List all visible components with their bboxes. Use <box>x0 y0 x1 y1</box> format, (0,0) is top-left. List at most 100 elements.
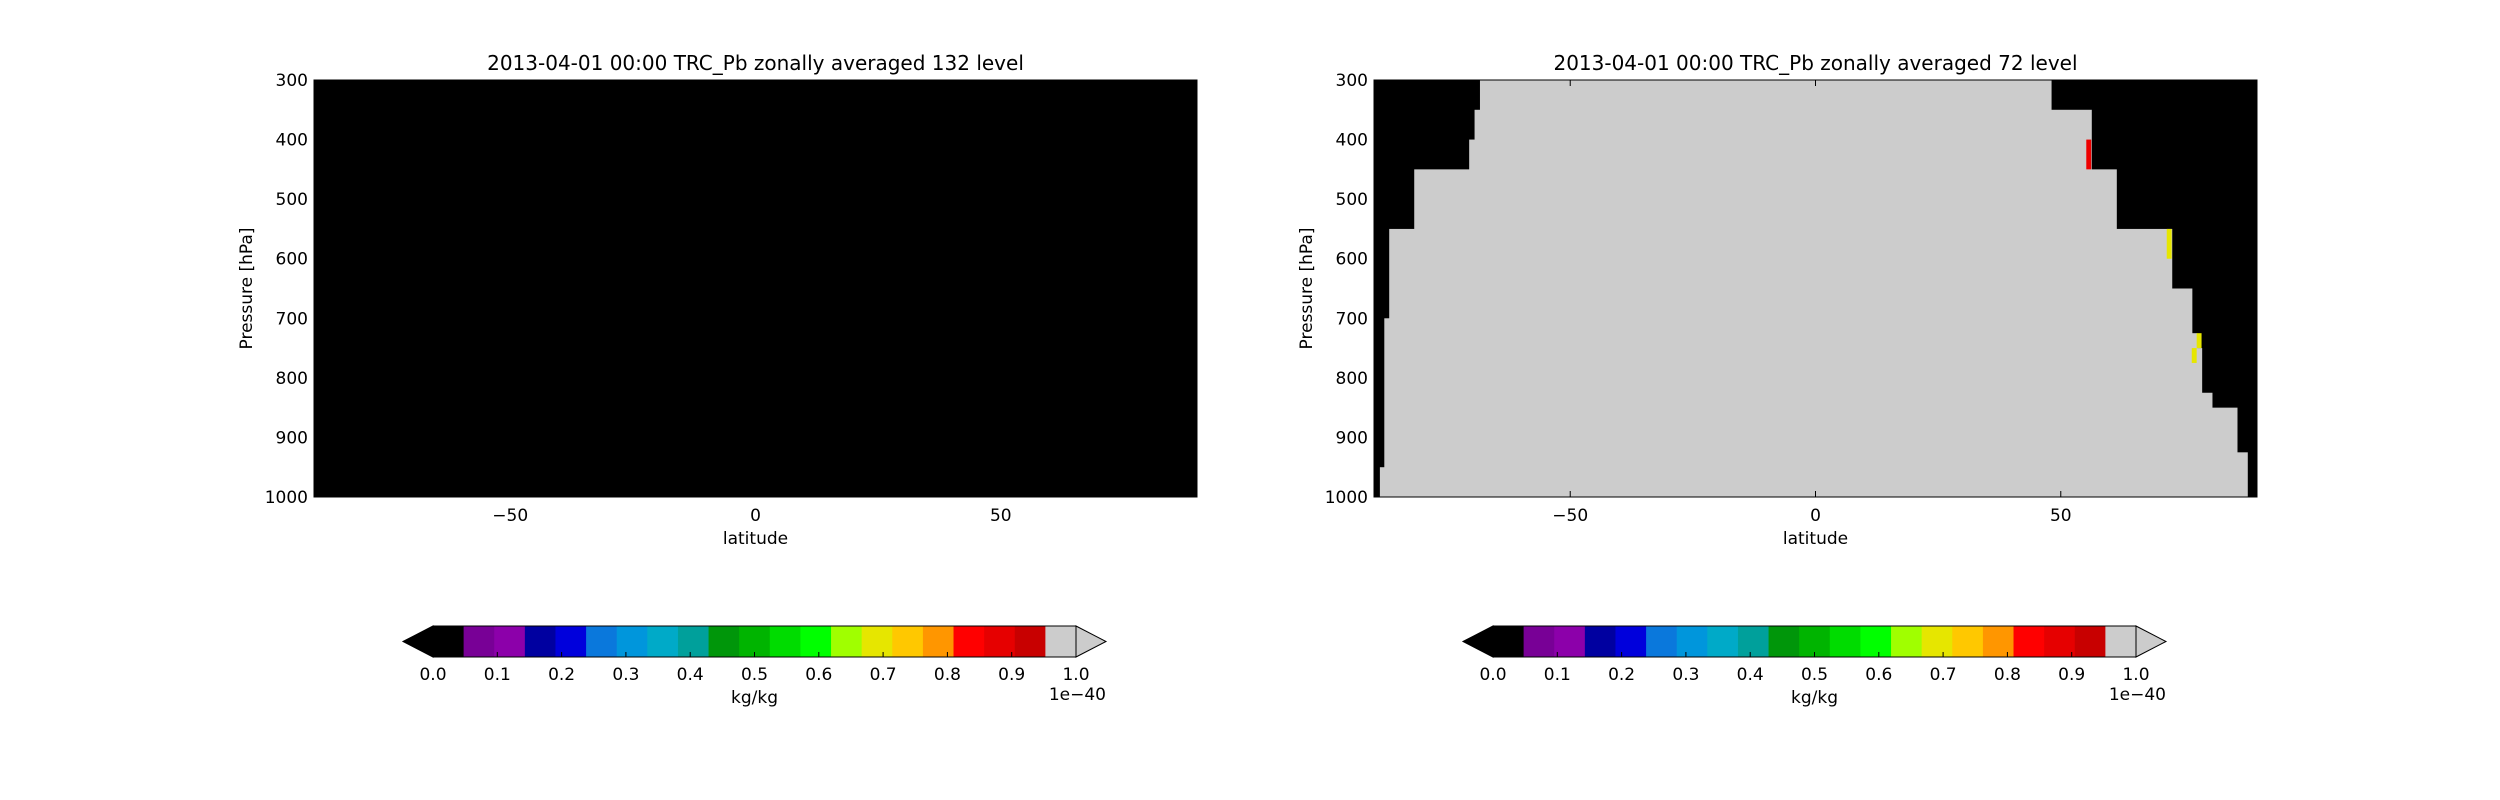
colorbar-tick-label-4: 0.4 <box>677 665 704 685</box>
colorbar-tick-label-6: 0.6 <box>1865 665 1892 685</box>
colorbar-segment-7 <box>647 626 679 657</box>
colorbar-segment-2 <box>494 626 526 657</box>
colorbar-segment-7 <box>1707 626 1739 657</box>
colorbar-segment-18 <box>2044 626 2076 657</box>
y-tick-label-4: 700 <box>1336 309 1368 329</box>
data-column-10 <box>2171 288 2193 497</box>
y-tick-label-5: 800 <box>1336 369 1368 389</box>
y-tick-label-2: 500 <box>276 190 308 210</box>
colorbar-segment-11 <box>769 626 801 657</box>
y-tick-label-7: 1000 <box>1325 488 1368 508</box>
data-column-1 <box>1384 318 1390 497</box>
y-tick-label-2: 500 <box>1336 190 1368 210</box>
colorbar-segment-14 <box>1921 626 1953 657</box>
colorbar-label: kg/kg <box>1791 688 1838 708</box>
colorbar-segment-1 <box>463 626 495 657</box>
colorbar-segment-17 <box>953 626 985 657</box>
colorbar-segment-3 <box>524 626 556 657</box>
colorbar-tick-label-3: 0.3 <box>612 665 639 685</box>
colorbar-segment-4 <box>1615 626 1647 657</box>
y-tick-label-6: 900 <box>276 428 308 448</box>
colorbar-segment-9 <box>708 626 740 657</box>
chart-title: 2013-04-01 00:00 TRC_Pb zonally averaged… <box>487 51 1024 75</box>
colorbar-tick-label-0: 0.0 <box>1479 665 1506 685</box>
data-column-11 <box>2191 333 2198 497</box>
colorbar-segment-19 <box>2074 626 2106 657</box>
colorbar-tick-label-10: 1.0 <box>2122 665 2149 685</box>
data-highlight-0 <box>2086 139 2092 170</box>
x-tick-label-0: −50 <box>492 506 528 526</box>
data-highlight-3 <box>2191 348 2197 363</box>
colorbar-segment-15 <box>1952 626 1984 657</box>
colorbar-tick-label-1: 0.1 <box>484 665 511 685</box>
y-tick-label-3: 600 <box>1336 250 1368 270</box>
y-tick-label-1: 400 <box>276 131 308 151</box>
colorbar-over-arrow <box>2135 625 2168 658</box>
data-column-2 <box>1389 228 1415 497</box>
colorbar-tick-label-3: 0.3 <box>1672 665 1699 685</box>
colorbar-segment-20 <box>2105 626 2137 657</box>
colorbar-segment-1 <box>1523 626 1555 657</box>
data-column-5 <box>1474 109 1481 498</box>
colorbar-multiplier: 1e−40 <box>1049 685 1106 705</box>
colorbar-tick-label-5: 0.5 <box>741 665 768 685</box>
data-column-9 <box>2116 228 2173 497</box>
colorbar-segment-8 <box>677 626 710 657</box>
y-tick-label-5: 800 <box>276 369 308 389</box>
data-column-3 <box>1414 169 1470 497</box>
colorbar-segment-14 <box>861 626 893 657</box>
colorbar-segment-2 <box>1554 626 1586 657</box>
data-column-6 <box>1479 80 2052 497</box>
colorbar-tick-label-7: 0.7 <box>870 665 897 685</box>
colorbar-tick-label-10: 1.0 <box>1062 665 1089 685</box>
colorbar-segment-6 <box>616 626 648 657</box>
colorbar-segment-10 <box>739 626 771 657</box>
colorbar-segment-4 <box>555 626 587 657</box>
colorbar-segment-9 <box>1768 626 1800 657</box>
colorbar-segment-12 <box>1860 626 1892 657</box>
plot-background <box>314 80 1197 497</box>
colorbar-tick-label-6: 0.6 <box>805 665 832 685</box>
x-tick-label-2: 50 <box>2050 506 2072 526</box>
colorbar-segment-13 <box>1891 626 1923 657</box>
colorbar-segment-8 <box>1737 626 1770 657</box>
chart-title: 2013-04-01 00:00 TRC_Pb zonally averaged… <box>1553 51 2077 75</box>
colorbar-tick-label-7: 0.7 <box>1930 665 1957 685</box>
colorbar-segment-3 <box>1584 626 1616 657</box>
colorbar-tick-label-1: 0.1 <box>1544 665 1571 685</box>
data-column-7 <box>2050 109 2092 498</box>
colorbar-segment-20 <box>1045 626 1077 657</box>
colorbar-segment-16 <box>922 626 955 657</box>
colorbar-segment-11 <box>1829 626 1861 657</box>
x-tick-label-1: 0 <box>750 506 761 526</box>
y-tick-label-6: 900 <box>1336 428 1368 448</box>
right-chart-panel: 2013-04-01 00:00 TRC_Pb zonally averaged… <box>1297 51 2258 708</box>
data-column-15 <box>2236 452 2248 497</box>
data-column-12 <box>2196 348 2203 497</box>
colorbar-tick-label-2: 0.2 <box>1608 665 1635 685</box>
colorbar-segment-10 <box>1799 626 1831 657</box>
y-tick-label-1: 400 <box>1336 131 1368 151</box>
x-tick-label-1: 0 <box>1810 506 1821 526</box>
y-axis-label: Pressure [hPa] <box>1297 228 1317 350</box>
colorbar-segment-15 <box>892 626 924 657</box>
colorbar-under-arrow <box>401 625 434 658</box>
colorbar-segment-0 <box>433 626 465 657</box>
colorbar-tick-label-9: 0.9 <box>2058 665 2085 685</box>
colorbar-segment-5 <box>586 626 618 657</box>
data-column-4 <box>1469 139 1476 498</box>
data-column-13 <box>2201 392 2213 497</box>
colorbar-segment-17 <box>2013 626 2045 657</box>
colorbar-multiplier: 1e−40 <box>2109 685 2166 705</box>
colorbar-tick-label-0: 0.0 <box>419 665 446 685</box>
colorbar-tick-label-9: 0.9 <box>998 665 1025 685</box>
y-tick-label-4: 700 <box>276 309 308 329</box>
colorbar-segment-12 <box>800 626 832 657</box>
x-axis-label: latitude <box>723 529 788 549</box>
colorbar-segment-19 <box>1014 626 1046 657</box>
data-column-8 <box>2091 169 2117 497</box>
colorbar-over-arrow <box>1075 625 1108 658</box>
colorbar-segment-18 <box>984 626 1016 657</box>
colorbar-tick-label-2: 0.2 <box>548 665 575 685</box>
